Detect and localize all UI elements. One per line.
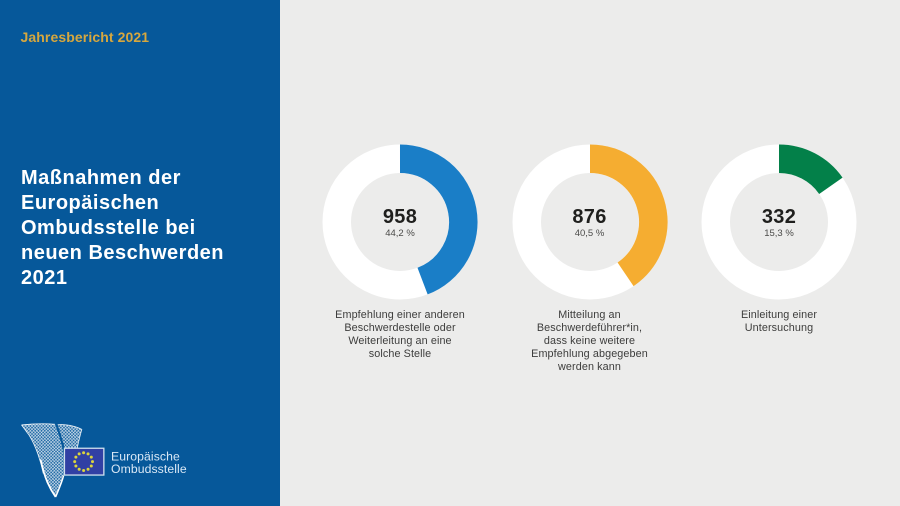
svg-text:Europäische: Europäische [111, 449, 180, 463]
svg-text:Ombudsstelle: Ombudsstelle [111, 462, 187, 476]
